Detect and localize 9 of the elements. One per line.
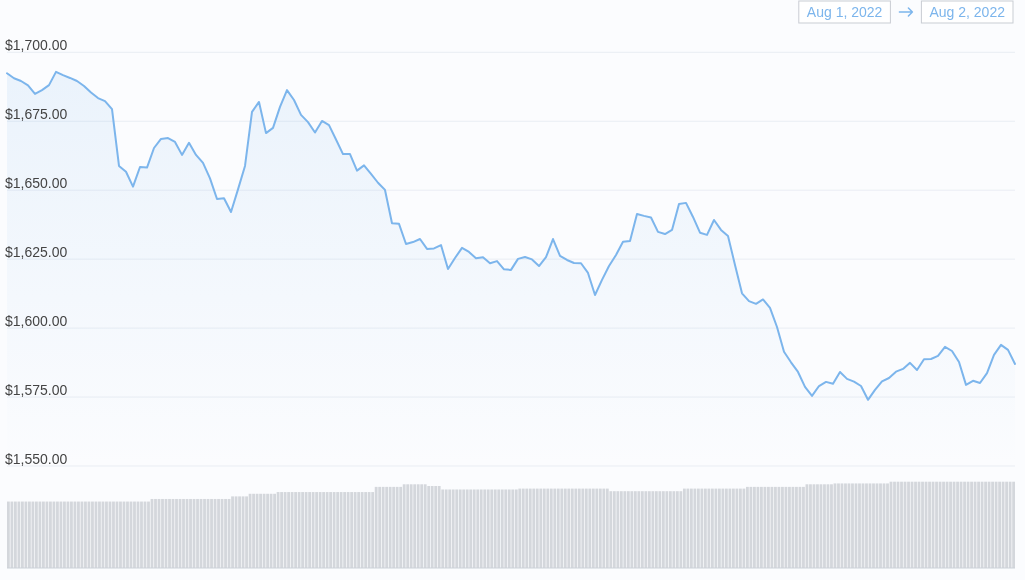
y-tick-label: $1,700.00 bbox=[5, 37, 68, 54]
y-tick-label: $1,675.00 bbox=[5, 106, 68, 123]
y-tick-label: $1,625.00 bbox=[5, 244, 68, 261]
date-field: Aug 2, 2022 bbox=[920, 0, 1014, 24]
y-tick-label: $1,575.00 bbox=[5, 382, 68, 399]
y-tick-label: $1,600.00 bbox=[5, 313, 68, 330]
date-field: Aug 1, 2022 bbox=[798, 0, 891, 24]
y-tick-label: $1,650.00 bbox=[5, 175, 68, 192]
y-tick-label: $1,550.00 bbox=[5, 451, 68, 467]
